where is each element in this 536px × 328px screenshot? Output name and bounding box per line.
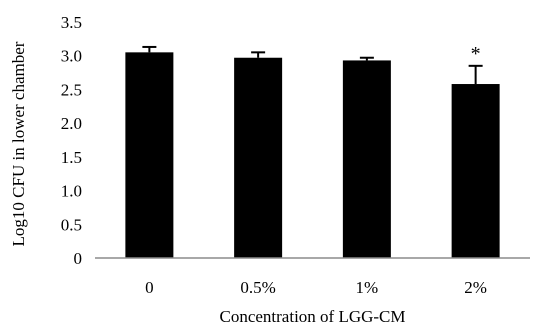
- y-axis-title: Log10 CFU in lower chamber: [9, 41, 28, 246]
- annotations-group: *: [471, 43, 481, 65]
- y-tick-label: 2.5: [61, 80, 82, 99]
- y-tick-label: 3.5: [61, 13, 82, 32]
- x-tick-label: 0: [145, 278, 154, 297]
- bar: [451, 84, 500, 258]
- y-tick-label: 0: [74, 249, 83, 268]
- y-tick-label: 3.0: [61, 47, 82, 66]
- x-tick-label: 2%: [464, 278, 487, 297]
- x-axis-title: Concentration of LGG-CM: [219, 307, 405, 326]
- error-bars-group: [142, 45, 483, 85]
- bar: [234, 57, 283, 258]
- x-tick-label: 0.5%: [240, 278, 275, 297]
- significance-annotation: *: [471, 43, 481, 65]
- x-axis-ticks: 0 0.5% 1% 2%: [145, 278, 487, 297]
- y-tick-label: 1.0: [61, 182, 82, 201]
- y-tick-label: 2.0: [61, 114, 82, 133]
- bar: [125, 52, 174, 258]
- bars-group: [125, 52, 500, 259]
- y-axis-ticks: 0 0.5 1.0 1.5 2.0 2.5 3.0 3.5: [61, 13, 82, 268]
- y-tick-label: 0.5: [61, 215, 82, 234]
- x-tick-label: 1%: [356, 278, 379, 297]
- y-tick-label: 1.5: [61, 148, 82, 167]
- bar: [342, 60, 391, 259]
